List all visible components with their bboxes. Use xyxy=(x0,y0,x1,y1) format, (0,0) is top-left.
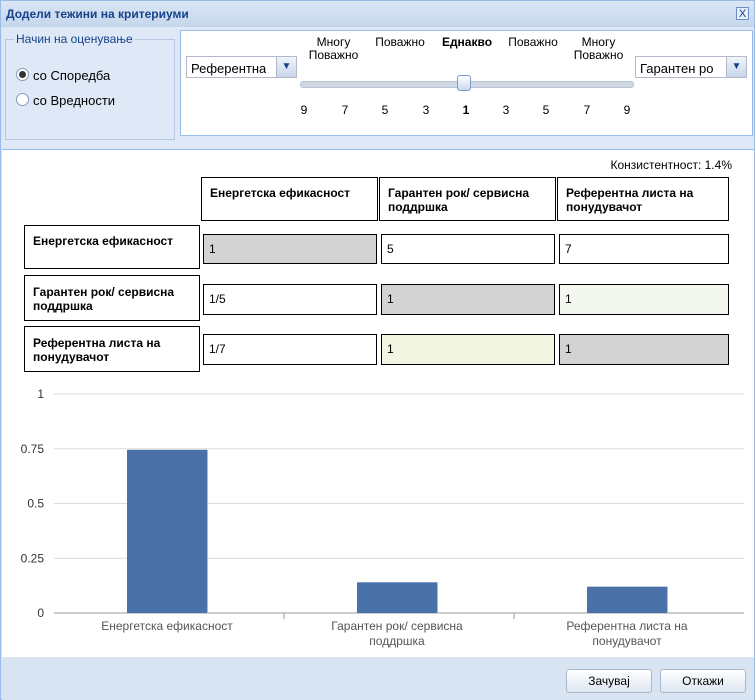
scale-label-more-left: Поважно xyxy=(375,35,425,49)
importance-slider-thumb[interactable] xyxy=(457,75,471,91)
right-criterion-combo[interactable]: Гарантен ро ▼ xyxy=(635,56,747,78)
dialog-footer: Зачувај Откажи xyxy=(2,658,754,700)
bar xyxy=(127,449,207,613)
matrix-row-header: Енергетска ефикасност xyxy=(24,225,200,269)
radio-values[interactable]: со Вредности xyxy=(16,93,115,108)
x-tick-label: Енергетска ефикасност xyxy=(101,619,233,633)
y-tick-label: 0.25 xyxy=(21,551,45,565)
radio-unselected-icon[interactable] xyxy=(16,93,29,106)
comparison-matrix: Конзистентност: 1.4% Енергетска ефикасно… xyxy=(2,149,754,378)
scale-label-equal: Еднакво xyxy=(441,35,493,49)
tick-label-selected: 1 xyxy=(462,103,470,117)
y-tick-label: 1 xyxy=(37,387,44,401)
save-button[interactable]: Зачувај xyxy=(566,669,652,693)
matrix-cell: 1 xyxy=(559,334,729,365)
matrix-cell: 1 xyxy=(381,334,555,365)
tick-label: 3 xyxy=(422,103,430,117)
left-criterion-combo[interactable]: Референтна ▼ xyxy=(186,56,297,78)
x-tick-label: Гарантен рок/ сервисна поддршка xyxy=(331,619,463,648)
bar xyxy=(587,586,667,613)
matrix-cell-input[interactable]: 5 xyxy=(381,234,555,264)
dialog-titlebar: Додели тежини на критериуми X xyxy=(1,1,754,27)
chevron-down-icon[interactable]: ▼ xyxy=(276,57,296,77)
tick-label: 3 xyxy=(502,103,510,117)
cancel-button[interactable]: Откажи xyxy=(660,669,746,693)
matrix-row-header: Гарантен рок/ сервисна поддршка xyxy=(24,275,200,321)
tick-label: 5 xyxy=(542,103,550,117)
y-tick-label: 0 xyxy=(37,606,44,620)
method-legend: Начин на оценување xyxy=(16,32,133,46)
x-tick-label: Референтна листа на понудувачот xyxy=(566,619,688,648)
tick-label: 5 xyxy=(381,103,389,117)
chevron-down-icon[interactable]: ▼ xyxy=(726,57,746,77)
matrix-cell: 1/7 xyxy=(203,334,377,365)
dialog-title: Додели тежини на критериуми xyxy=(6,7,189,21)
scale-label-much-more-left: Многу Поважно xyxy=(308,35,359,62)
radio-compare-label: со Споредба xyxy=(33,68,111,83)
tick-label: 7 xyxy=(341,103,349,117)
matrix-col-header: Енергетска ефикасност xyxy=(201,177,378,221)
method-fieldset: Начин на оценување со Споредба со Вредно… xyxy=(5,32,175,140)
bar xyxy=(357,582,437,613)
left-combo-value: Референтна xyxy=(191,61,267,76)
matrix-col-header: Гарантен рок/ сервисна поддршка xyxy=(379,177,556,221)
y-tick-label: 0.5 xyxy=(27,497,44,511)
matrix-cell: 1 xyxy=(381,284,555,315)
tick-label: 9 xyxy=(300,103,308,117)
weights-chart: 0 0.25 0.5 0.75 1 Енергетска ефикасност Гарант… xyxy=(2,377,754,657)
scale-label-much-more-right: Многу Поважно xyxy=(573,35,624,62)
radio-values-label: со Вредности xyxy=(33,93,116,108)
weights-bar-chart: 0 0.25 0.5 0.75 1 Енергетска ефикасност Гарант… xyxy=(21,387,744,648)
consistency-label: Конзистентност: 1.4% xyxy=(610,158,732,172)
scale-label-more-right: Поважно xyxy=(508,35,558,49)
close-icon[interactable]: X xyxy=(736,7,749,20)
right-combo-value: Гарантен ро xyxy=(640,61,714,76)
matrix-cell: 1 xyxy=(203,234,377,264)
matrix-cell-input[interactable]: 1 xyxy=(559,284,729,315)
tick-label: 7 xyxy=(583,103,591,117)
matrix-cell: 1/5 xyxy=(203,284,377,315)
y-tick-label: 0.75 xyxy=(21,442,45,456)
matrix-col-header: Референтна листа на понудувачот xyxy=(557,177,729,221)
radio-compare[interactable]: со Споредба xyxy=(16,68,110,83)
radio-selected-icon[interactable] xyxy=(16,68,29,81)
matrix-cell-input[interactable]: 7 xyxy=(559,234,729,264)
matrix-row-header: Референтна листа на понудувачот xyxy=(24,326,200,372)
tick-label: 9 xyxy=(623,103,631,117)
